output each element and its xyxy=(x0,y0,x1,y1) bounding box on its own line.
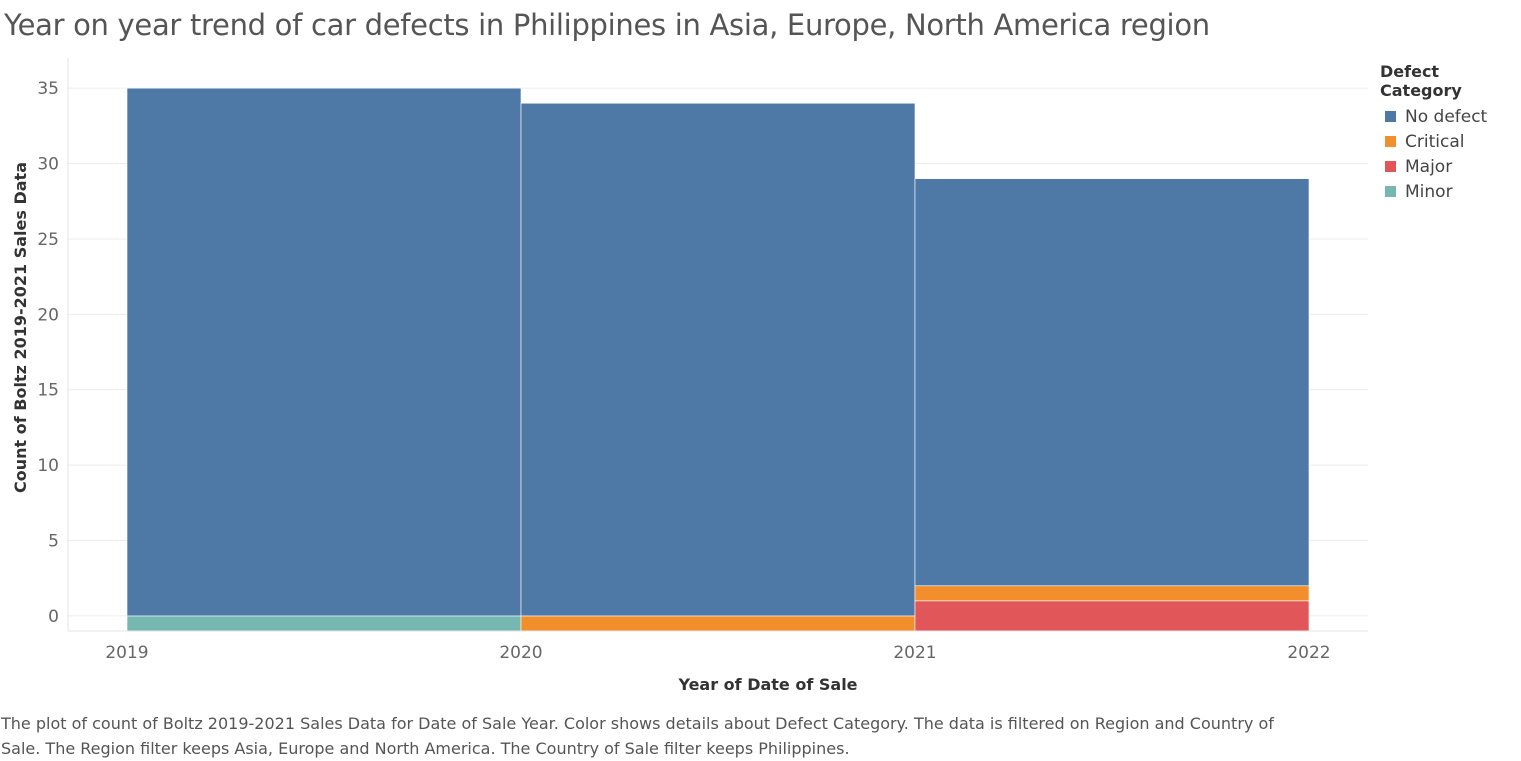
y-tick-label: 0 xyxy=(48,607,59,627)
y-axis-title: Count of Boltz 2019-2021 Sales Data xyxy=(11,162,30,493)
caption-line-2: Sale. The Region filter keeps Asia, Euro… xyxy=(1,739,850,758)
x-axis-title: Year of Date of Sale xyxy=(677,675,857,694)
y-tick-label: 20 xyxy=(37,305,59,325)
bar-no-defect-2021[interactable] xyxy=(914,178,1310,587)
legend-swatch xyxy=(1385,161,1396,172)
legend-label: Minor xyxy=(1405,181,1453,202)
bar-critical-2020[interactable] xyxy=(520,615,916,632)
legend-item-major[interactable]: Major xyxy=(1380,154,1521,179)
y-tick-label: 35 xyxy=(37,79,59,99)
bar-critical-2021[interactable] xyxy=(914,585,1310,602)
y-tick-label: 15 xyxy=(37,381,59,401)
chart-caption: The plot of count of Boltz 2019-2021 Sal… xyxy=(1,711,1361,761)
caption-line-1: The plot of count of Boltz 2019-2021 Sal… xyxy=(1,714,1274,733)
y-tick-label: 30 xyxy=(37,155,59,175)
legend-item-critical[interactable]: Critical xyxy=(1380,129,1521,154)
y-tick-label: 25 xyxy=(37,230,59,250)
bar-no-defect-2019[interactable] xyxy=(126,87,522,617)
legend: Defect Category No defect Critical Major Mi… xyxy=(1380,62,1521,204)
bar-minor-2019[interactable] xyxy=(126,615,522,632)
legend-label: Major xyxy=(1405,156,1453,177)
y-tick-label: 10 xyxy=(37,456,59,476)
legend-title: Defect Category xyxy=(1380,62,1462,100)
legend-label: Critical xyxy=(1405,131,1465,152)
y-tick-label: 5 xyxy=(48,532,59,552)
bar-no-defect-2020[interactable] xyxy=(520,102,916,617)
bar-major-2021[interactable] xyxy=(914,600,1310,632)
legend-swatch xyxy=(1385,186,1396,197)
legend-item-minor[interactable]: Minor xyxy=(1380,179,1521,204)
legend-swatch xyxy=(1385,111,1396,122)
legend-label: No defect xyxy=(1405,106,1488,127)
axes-layer: 0 5 10 15 20 25 30 35 2019 2020 2021 2022 Year of Da… xyxy=(11,58,1368,694)
legend-items: No defect Critical Major Minor xyxy=(1380,104,1521,204)
chart-title: Year on year trend of car defects in Phi… xyxy=(4,8,1210,42)
legend-swatch xyxy=(1385,136,1396,147)
chart-canvas: 0 5 10 15 20 25 30 35 2019 2020 2021 2022 Year of Da… xyxy=(11,58,1368,694)
x-tick-label: 2022 xyxy=(1287,643,1330,663)
x-tick-label: 2021 xyxy=(893,643,936,663)
x-tick-label: 2020 xyxy=(499,643,542,663)
legend-item-no-defect[interactable]: No defect xyxy=(1380,104,1521,129)
x-tick-label: 2019 xyxy=(105,643,148,663)
bars-layer xyxy=(126,87,1310,632)
